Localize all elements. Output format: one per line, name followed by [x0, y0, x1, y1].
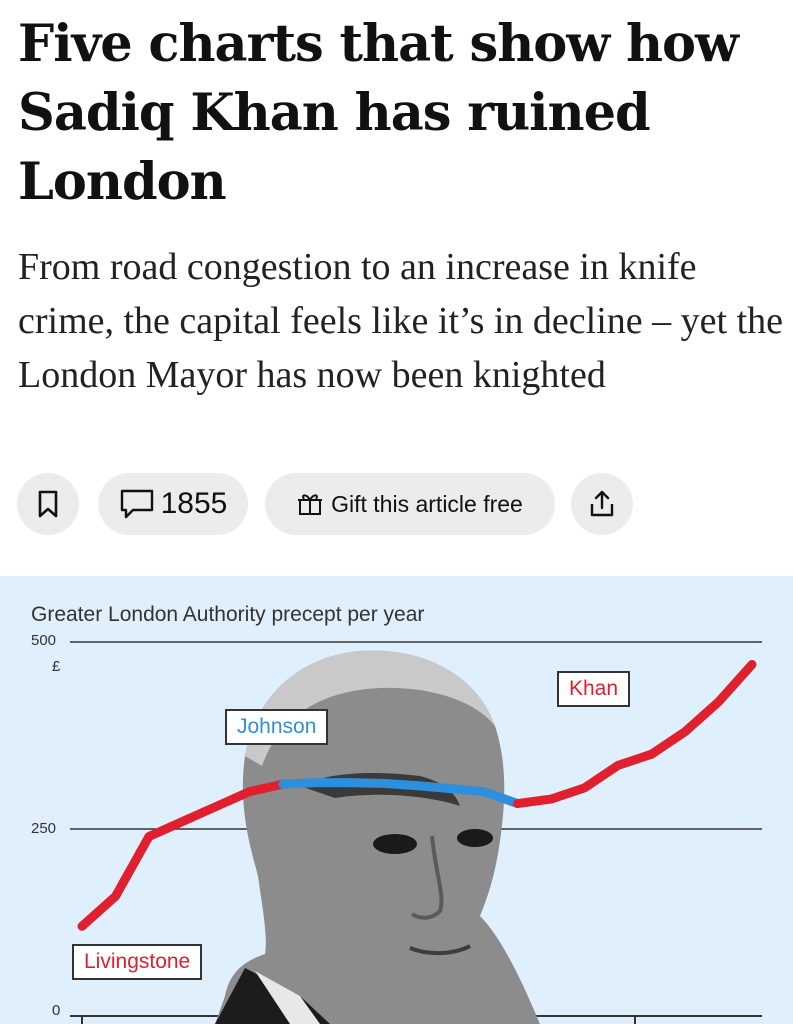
share-button[interactable]: [571, 473, 633, 535]
y-axis-unit: £: [52, 658, 61, 675]
gift-label: Gift this article free: [331, 490, 523, 517]
precept-chart: Greater London Authority precept per yea…: [0, 576, 793, 1024]
article-headline: Five charts that show how Sadiq Khan has…: [18, 14, 739, 212]
y-tick-500: 500: [31, 632, 57, 649]
bookmark-icon: [35, 490, 61, 518]
comment-count: 1855: [160, 487, 228, 520]
label-johnson: Johnson: [225, 709, 329, 745]
y-tick-0: 0: [52, 1002, 61, 1019]
series-line-khan: [513, 659, 757, 809]
y-tick-250: 250: [31, 820, 57, 837]
comment-bubble-icon: [119, 488, 155, 520]
share-icon: [588, 489, 616, 519]
article-standfirst: From road congestion to an increase in k…: [18, 246, 783, 396]
chart-title: Greater London Authority precept per yea…: [31, 603, 425, 626]
series-line-johnson: [278, 778, 522, 809]
bookmark-button[interactable]: [17, 473, 79, 535]
comments-button[interactable]: 1855: [98, 473, 248, 535]
label-livingstone: Livingstone: [72, 944, 203, 980]
label-khan: Khan: [557, 671, 631, 707]
gift-icon: [297, 491, 323, 517]
chart-series: [77, 659, 757, 931]
gift-article-button[interactable]: Gift this article free: [265, 473, 555, 535]
mayor-portrait-photo: [215, 650, 540, 1024]
series-line-livingstone: [77, 779, 288, 931]
